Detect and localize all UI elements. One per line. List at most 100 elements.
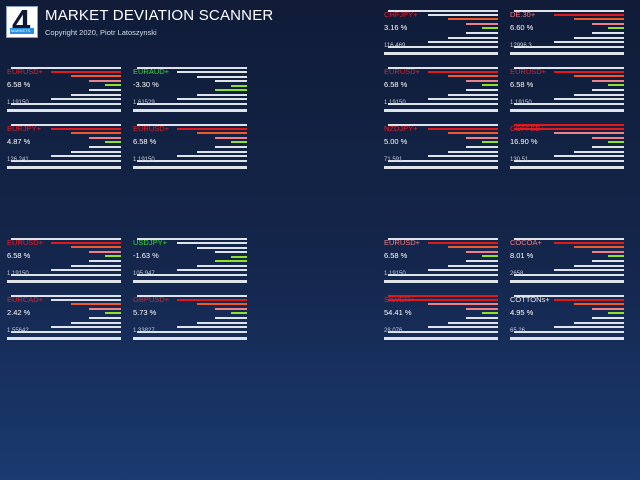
deviation-percent: 6.58 % — [384, 80, 408, 89]
deviation-bar — [448, 265, 498, 267]
deviation-bar — [448, 37, 498, 39]
deviation-bar — [448, 94, 498, 96]
instrument-card[interactable]: EURUSD+ 6.58 % 1.19150 — [133, 124, 247, 170]
instrument-card[interactable]: EURAUD+ -3.30 % 1.61529 — [133, 67, 247, 113]
deviation-percent: 6.58 % — [133, 137, 157, 146]
instrument-price: 1.19150 — [7, 271, 29, 277]
deviation-bar — [466, 308, 498, 310]
instrument-card[interactable]: DE.30+ 6.60 % 12996.3 — [510, 10, 624, 56]
page-title: MARKET DEVIATION SCANNER — [45, 7, 274, 24]
deviation-bar — [11, 295, 121, 297]
instrument-symbol: EURUSD+ — [133, 124, 170, 133]
instrument-symbol: COFFEE+ — [510, 124, 545, 133]
deviation-bar — [514, 331, 624, 333]
deviation-bar — [71, 94, 121, 96]
deviation-bar — [388, 331, 498, 333]
instrument-card[interactable]: EURUSD+ 6.58 % 1.19150 — [384, 238, 498, 284]
instrument-card[interactable]: COTTONs+ 4.95 % 65.26 — [510, 295, 624, 341]
deviation-bar — [574, 37, 624, 39]
instrument-card[interactable]: EURCAD+ 2.42 % 1.55642 — [7, 295, 121, 341]
instrument-card[interactable]: SILVER+ 54.41 % 28.076 — [384, 295, 498, 341]
instrument-card[interactable]: COFFEE+ 16.90 % 130.51 — [510, 124, 624, 170]
instrument-card[interactable]: EURUSD+ 6.58 % 1.19150 — [510, 67, 624, 113]
deviation-bar — [51, 98, 121, 100]
deviation-bar — [574, 322, 624, 324]
instrument-symbol: NZDJPY+ — [384, 124, 418, 133]
deviation-bar — [231, 312, 247, 314]
deviation-bar — [11, 238, 121, 240]
deviation-bar — [514, 160, 624, 162]
deviation-bar — [592, 308, 624, 310]
logo-caption: MARKETS — [11, 28, 31, 33]
card-divider — [133, 337, 247, 340]
deviation-bar — [215, 137, 247, 139]
deviation-bar — [466, 146, 498, 148]
deviation-bar — [428, 303, 498, 305]
deviation-bar — [428, 128, 498, 130]
deviation-bar — [592, 260, 624, 262]
deviation-bar — [428, 41, 498, 43]
instrument-price: 126.241 — [7, 157, 29, 163]
instrument-card[interactable]: EURUSD+ 6.58 % 1.19150 — [7, 238, 121, 284]
deviation-bar — [608, 312, 624, 314]
deviation-bar — [197, 322, 247, 324]
instrument-symbol: EURUSD+ — [384, 67, 421, 76]
deviation-bar — [51, 269, 121, 271]
deviation-bar — [448, 322, 498, 324]
instrument-card[interactable]: EURJPY+ 4.87 % 126.241 — [7, 124, 121, 170]
card-divider — [510, 166, 624, 169]
deviation-bar — [574, 75, 624, 77]
instrument-card[interactable]: USDJPY+ -1.63 % 105.947 — [133, 238, 247, 284]
instrument-card[interactable]: GBPUSD+ 5.73 % 1.33827 — [133, 295, 247, 341]
deviation-bar — [482, 141, 498, 143]
deviation-bar — [592, 137, 624, 139]
deviation-bar — [137, 160, 247, 162]
instrument-price: 1.19150 — [7, 100, 29, 106]
deviation-bar — [466, 251, 498, 253]
instrument-symbol: EURUSD+ — [384, 238, 421, 247]
deviation-bar — [554, 269, 624, 271]
deviation-percent: 2.42 % — [7, 308, 31, 317]
deviation-bar — [89, 89, 121, 91]
deviation-bar — [215, 146, 247, 148]
deviation-bar — [448, 151, 498, 153]
deviation-bar — [197, 265, 247, 267]
deviation-bar — [89, 146, 121, 148]
deviation-bar — [231, 85, 247, 87]
deviation-bar — [514, 128, 624, 130]
deviation-bar — [51, 242, 121, 244]
deviation-bar — [137, 295, 247, 297]
instrument-card[interactable]: CHFJPY+ 3.16 % 116.469 — [384, 10, 498, 56]
instrument-card[interactable]: COCOA+ 8.01 % 2658 — [510, 238, 624, 284]
deviation-percent: 8.01 % — [510, 251, 534, 260]
deviation-bar — [71, 75, 121, 77]
instrument-card[interactable]: EURUSD+ 6.58 % 1.19150 — [384, 67, 498, 113]
deviation-bar — [105, 255, 121, 257]
deviation-bar — [105, 141, 121, 143]
deviation-bar — [11, 124, 121, 126]
deviation-bar — [388, 46, 498, 48]
instrument-card[interactable]: NZDJPY+ 5.00 % 71.591 — [384, 124, 498, 170]
deviation-bar — [466, 137, 498, 139]
deviation-bar — [574, 94, 624, 96]
instrument-symbol: GBPUSD+ — [133, 295, 170, 304]
deviation-bar — [177, 71, 247, 73]
deviation-bar — [71, 265, 121, 267]
deviation-bar — [514, 274, 624, 276]
instrument-card[interactable]: EURUSD+ 6.58 % 1.19150 — [7, 67, 121, 113]
deviation-bar — [428, 326, 498, 328]
deviation-bar — [482, 27, 498, 29]
instrument-symbol: CHFJPY+ — [384, 10, 418, 19]
deviation-bar — [177, 269, 247, 271]
deviation-bar — [51, 326, 121, 328]
deviation-bar — [554, 41, 624, 43]
deviation-bar — [514, 46, 624, 48]
deviation-bar — [71, 303, 121, 305]
deviation-bar — [482, 312, 498, 314]
card-divider — [384, 166, 498, 169]
deviation-bar — [215, 80, 247, 82]
deviation-bar — [482, 84, 498, 86]
instrument-price: 12996.3 — [510, 43, 532, 49]
deviation-bar — [89, 308, 121, 310]
deviation-bar — [428, 98, 498, 100]
